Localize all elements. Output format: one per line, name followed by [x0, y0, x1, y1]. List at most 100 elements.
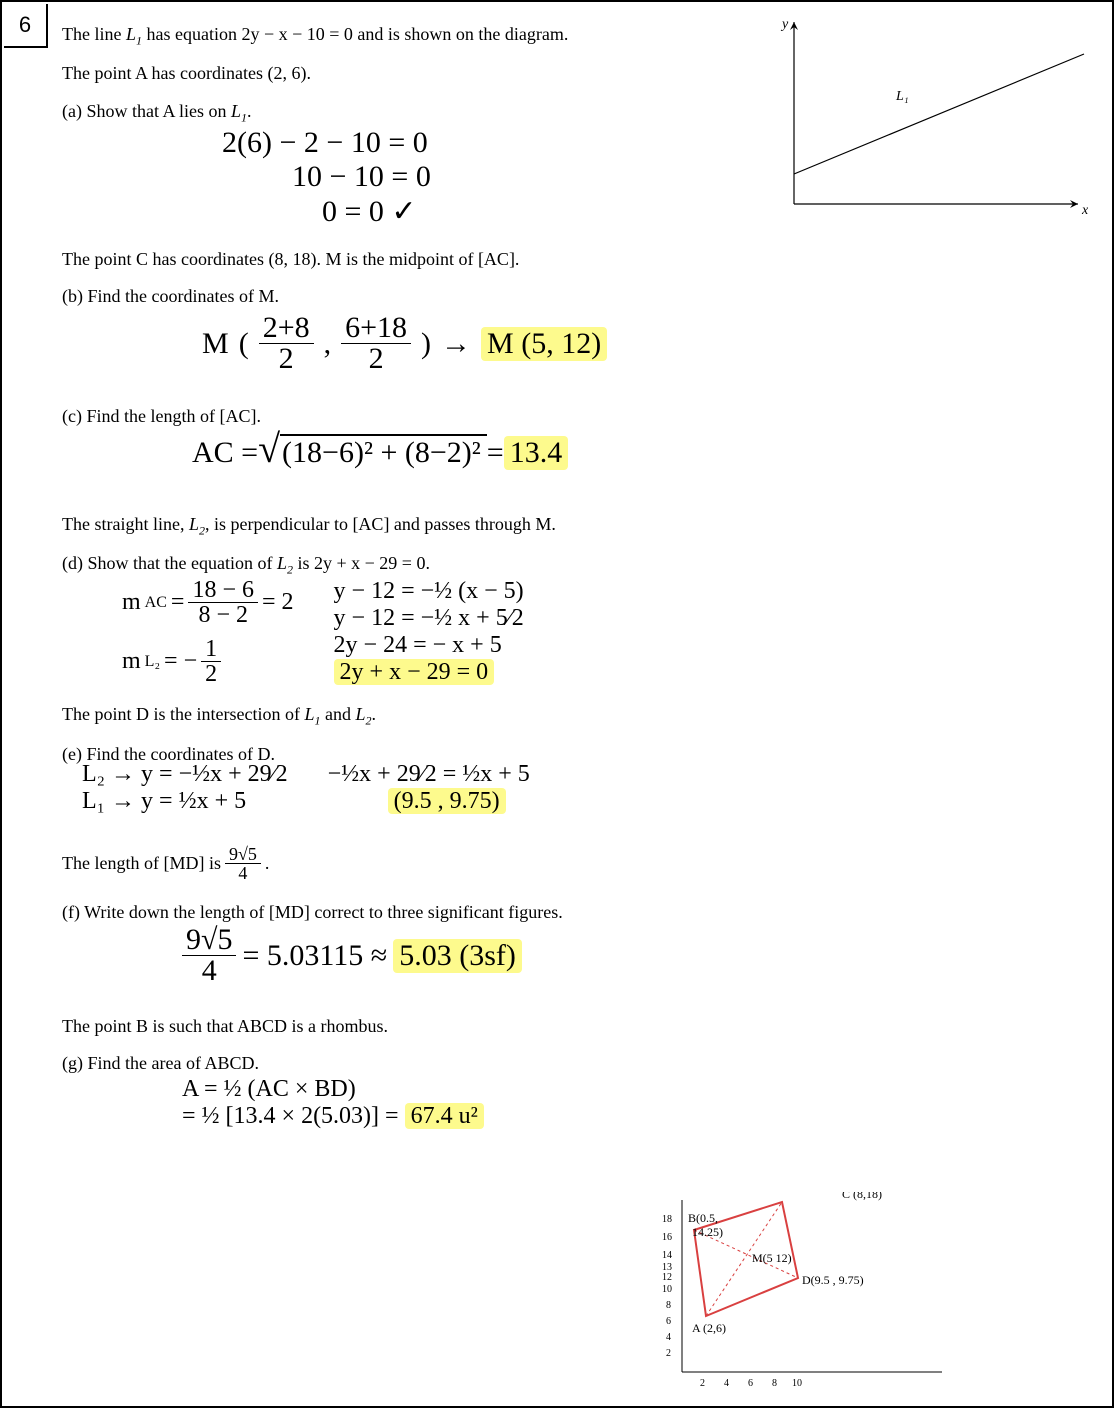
- part-e-answer: (9.5 , 9.75): [388, 788, 506, 814]
- text: 1: [201, 637, 221, 662]
- text: 2: [365, 344, 388, 374]
- y-label: y: [780, 17, 789, 32]
- text: = ½ [13.4 × 2(5.03)] =: [182, 1103, 405, 1129]
- text: 2: [275, 344, 298, 374]
- text: The straight line,: [62, 514, 189, 534]
- svg-text:10: 10: [792, 1378, 802, 1389]
- x-label: x: [1081, 203, 1088, 218]
- text: y − 12 = −½ (x − 5): [334, 578, 524, 605]
- text: (d) Show that the equation of: [62, 553, 277, 573]
- rhombus-sketch: 246810 2468101213141618 A (2,6) B(0.5, 1…: [642, 1192, 962, 1392]
- text: = 2: [262, 589, 294, 616]
- part-c-work: AC = √(18−6)² + (8−2)² = 13.4: [192, 434, 1088, 472]
- text: is 2y + x − 29 = 0.: [293, 553, 430, 573]
- svg-text:2: 2: [666, 1348, 671, 1359]
- part-b-label: (b) Find the coordinates of M.: [62, 284, 1088, 309]
- intro-line1: The line L1 has equation 2y − x − 10 = 0…: [62, 22, 702, 49]
- text: AC: [145, 594, 167, 612]
- part-g-label: (g) Find the area of ABCD.: [62, 1051, 1088, 1076]
- text: (a) Show that A lies on: [62, 101, 231, 121]
- text: L₁ → y = ½x + 5: [82, 788, 288, 815]
- text: 18 − 6: [188, 578, 258, 603]
- arrow-icon: →: [441, 327, 471, 361]
- svg-text:12: 12: [662, 1272, 672, 1283]
- svg-text:16: 16: [662, 1232, 672, 1243]
- part-d-left: mAC = 18 − 68 − 2 = 2 mL₂ = − 12: [122, 578, 294, 686]
- text: =: [487, 436, 504, 470]
- svg-text:6: 6: [748, 1378, 753, 1389]
- text: L: [126, 24, 136, 44]
- line-L1: [794, 54, 1084, 174]
- svg-text:6: 6: [666, 1316, 671, 1327]
- text: The line: [62, 24, 126, 44]
- text: =: [171, 589, 185, 616]
- svg-text:D(9.5 , 9.75): D(9.5 , 9.75): [802, 1273, 864, 1287]
- L1-label: L₁: [895, 89, 909, 104]
- text: A = ½ (AC × BD): [182, 1076, 1088, 1103]
- pointC-intro: The point C has coordinates (8, 18). M i…: [62, 247, 1088, 272]
- svg-text:2: 2: [700, 1378, 705, 1389]
- text: L₂ → y = −½x + 29⁄2: [82, 761, 288, 788]
- text: .: [247, 101, 252, 121]
- part-d-work: mAC = 18 − 68 − 2 = 2 mL₂ = − 12 y − 12 …: [122, 578, 1088, 686]
- svg-text:14: 14: [662, 1250, 672, 1261]
- svg-text:4: 4: [666, 1332, 671, 1343]
- part-f-answer: 5.03 (3sf): [393, 939, 522, 973]
- svg-text:A (2,6): A (2,6): [692, 1321, 726, 1335]
- svg-text:C (8,18): C (8,18): [842, 1192, 882, 1201]
- text: = −: [164, 648, 197, 675]
- part-d-right: y − 12 = −½ (x − 5) y − 12 = −½ x + 5⁄2 …: [334, 578, 524, 686]
- svg-text:B(0.5,: B(0.5,: [688, 1211, 718, 1225]
- text: AC =: [192, 436, 258, 470]
- text: M: [202, 327, 229, 361]
- part-c-answer: 13.4: [504, 436, 569, 470]
- part-b-work: M ( 2+82 , 6+182 ) → M (5, 12): [202, 313, 1088, 374]
- text: 6+18: [341, 313, 411, 344]
- text: = 5.03115 ≈: [242, 939, 387, 973]
- x-ticks: 2 4 6 8 10: [700, 1378, 802, 1389]
- svg-text:8: 8: [772, 1378, 777, 1389]
- part-d-label: (d) Show that the equation of L2 is 2y +…: [62, 551, 1088, 578]
- part-g-work: A = ½ (AC × BD) = ½ [13.4 × 2(5.03)] = 6…: [182, 1076, 1088, 1130]
- text: −½x + 29⁄2 = ½x + 5: [328, 761, 530, 788]
- text: 2y − 24 = − x + 5: [334, 632, 524, 659]
- d-intro: The point D is the intersection of L1 an…: [62, 702, 1088, 729]
- text: has equation 2y − x − 10 = 0 and is show…: [142, 24, 568, 44]
- text: 2+8: [259, 313, 314, 344]
- part-f-work: 9√54 = 5.03115 ≈ 5.03 (3sf): [182, 925, 1088, 986]
- text: m: [122, 648, 141, 675]
- part-c-label: (c) Find the length of [AC].: [62, 404, 1088, 429]
- text: m: [122, 589, 141, 616]
- part-f-label: (f) Write down the length of [MD] correc…: [62, 900, 1088, 925]
- text: 8 − 2: [194, 603, 252, 627]
- text: y − 12 = −½ x + 5⁄2: [334, 605, 524, 632]
- svg-text:M(5 12): M(5 12): [752, 1251, 792, 1265]
- line-diagram: y x L₁: [768, 14, 1088, 224]
- text: , is perpendicular to [AC] and passes th…: [205, 514, 556, 534]
- rhombus-intro: The point B is such that ABCD is a rhomb…: [62, 1014, 1088, 1039]
- text: L₂: [145, 653, 160, 671]
- svg-text:4: 4: [724, 1378, 729, 1389]
- part-g-answer: 67.4 u²: [405, 1103, 484, 1129]
- question-number-box: 6: [4, 4, 48, 48]
- svg-text:13: 13: [662, 1262, 672, 1273]
- perp-intro: The straight line, L2, is perpendicular …: [62, 512, 1088, 539]
- text: 9√5: [225, 845, 261, 864]
- part-b-answer: M (5, 12): [481, 327, 607, 361]
- text: The point D is the intersection of: [62, 704, 304, 724]
- question-number: 6: [19, 12, 31, 38]
- worksheet-page: 6 y x L₁ The line L1 has equation 2y − x…: [0, 0, 1114, 1408]
- svg-text:10: 10: [662, 1284, 672, 1295]
- svg-text:14.25): 14.25): [692, 1225, 723, 1239]
- text: 4: [198, 956, 221, 986]
- text: and: [320, 704, 355, 724]
- y-ticks: 2468101213141618: [662, 1214, 672, 1359]
- svg-text:18: 18: [662, 1214, 672, 1225]
- text: (18−6)² + (8−2)²: [280, 434, 487, 472]
- text: The length of [MD] is: [62, 851, 221, 876]
- part-e-work: L₂ → y = −½x + 29⁄2 L₁ → y = ½x + 5 −½x …: [82, 761, 1088, 815]
- part-d-answer: 2y + x − 29 = 0: [334, 659, 495, 685]
- text: 4: [234, 864, 251, 882]
- text: .: [265, 851, 270, 876]
- text: .: [371, 704, 376, 724]
